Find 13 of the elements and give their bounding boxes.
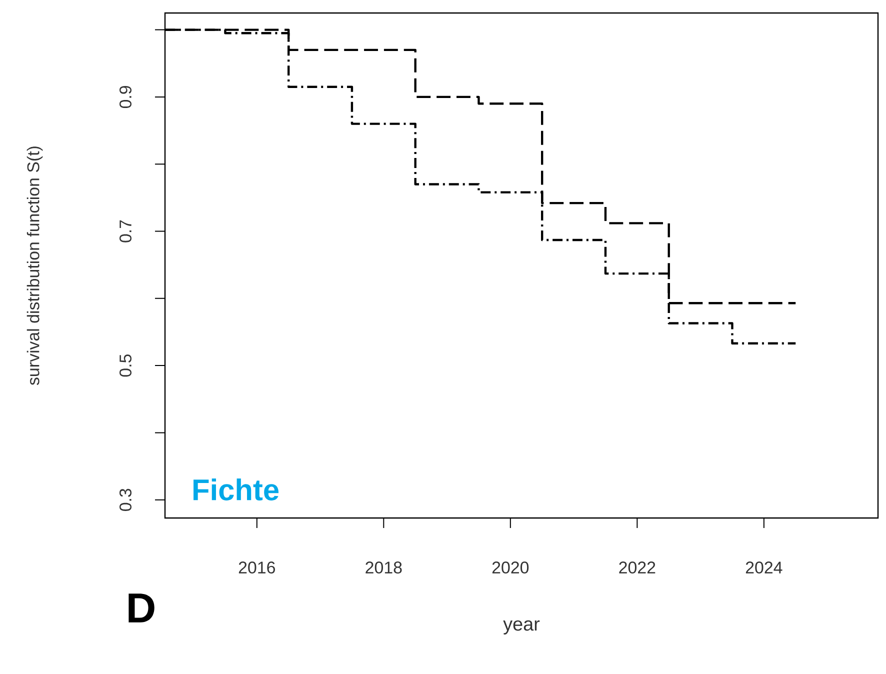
x-tick-label: 2022	[619, 562, 656, 574]
x-axis-title: year	[503, 620, 540, 634]
x-tick-label: 2018	[366, 562, 402, 574]
x-tick-label: 2024	[746, 562, 782, 574]
x-tick-label: 2020	[492, 562, 529, 574]
y-tick-label: 0.3	[120, 488, 132, 511]
y-tick-label: 0.7	[120, 220, 132, 242]
y-axis-title: survival distribution function S(t)	[26, 146, 43, 386]
y-tick-label: 0.5	[120, 354, 132, 377]
x-tick-label: 2016	[238, 562, 275, 574]
y-tick-label: 0.9	[120, 86, 132, 108]
text: D	[128, 594, 154, 622]
annotation: Fichte	[194, 478, 279, 500]
